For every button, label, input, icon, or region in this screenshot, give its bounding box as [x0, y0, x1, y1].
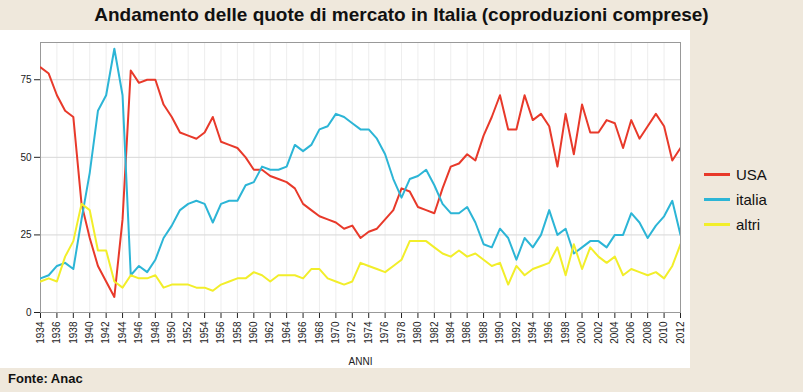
- svg-text:2004: 2004: [609, 321, 620, 344]
- svg-text:2000: 2000: [576, 321, 587, 344]
- svg-text:2006: 2006: [625, 321, 636, 344]
- svg-text:1970: 1970: [330, 321, 341, 344]
- svg-text:1980: 1980: [412, 321, 423, 344]
- svg-text:1960: 1960: [248, 321, 259, 344]
- svg-text:50: 50: [20, 152, 32, 163]
- svg-text:1966: 1966: [297, 321, 308, 344]
- svg-text:2008: 2008: [642, 321, 653, 344]
- svg-text:1988: 1988: [478, 321, 489, 344]
- svg-text:1942: 1942: [100, 321, 111, 344]
- svg-text:1952: 1952: [182, 321, 193, 344]
- svg-text:1940: 1940: [84, 321, 95, 344]
- svg-text:1950: 1950: [166, 321, 177, 344]
- svg-text:1958: 1958: [232, 321, 243, 344]
- svg-text:1974: 1974: [363, 321, 374, 344]
- svg-text:2002: 2002: [593, 321, 604, 344]
- svg-text:1982: 1982: [429, 321, 440, 344]
- html-text:italia: italia: [736, 190, 767, 208]
- svg-text:2012: 2012: [675, 321, 686, 344]
- svg-text:1990: 1990: [494, 321, 505, 344]
- svg-text:1956: 1956: [215, 321, 226, 344]
- svg-text:1948: 1948: [150, 321, 161, 344]
- svg-text:1996: 1996: [543, 321, 554, 344]
- svg-text:1954: 1954: [199, 321, 210, 344]
- svg-text:1984: 1984: [445, 321, 456, 344]
- svg-text:1978: 1978: [396, 321, 407, 344]
- svg-text:1986: 1986: [461, 321, 472, 344]
- html-text:altri: altri: [736, 215, 761, 233]
- svg-text:1936: 1936: [51, 321, 62, 344]
- svg-text:1938: 1938: [68, 321, 79, 344]
- svg-text:1976: 1976: [379, 321, 390, 344]
- svg-text:1972: 1972: [346, 321, 357, 344]
- svg-text:1944: 1944: [117, 321, 128, 344]
- html-text:USA: USA: [736, 165, 767, 183]
- svg-text:ANNI: ANNI: [349, 356, 373, 367]
- svg-text:1946: 1946: [133, 321, 144, 344]
- svg-text:25: 25: [20, 229, 32, 240]
- html-text:Andamento delle quote di merca: Andamento delle quote di mercato in Ital…: [94, 4, 709, 25]
- svg-text:1994: 1994: [527, 321, 538, 344]
- svg-text:1998: 1998: [560, 321, 571, 344]
- svg-text:0: 0: [26, 307, 32, 318]
- svg-text:75: 75: [20, 74, 32, 85]
- html-text:Fonte: Anac: Fonte: Anac: [8, 371, 83, 386]
- svg-text:1968: 1968: [314, 321, 325, 344]
- svg-text:1964: 1964: [281, 321, 292, 344]
- svg-text:1962: 1962: [264, 321, 275, 344]
- svg-text:1934: 1934: [35, 321, 46, 344]
- svg-text:1992: 1992: [511, 321, 522, 344]
- svg-text:2010: 2010: [658, 321, 669, 344]
